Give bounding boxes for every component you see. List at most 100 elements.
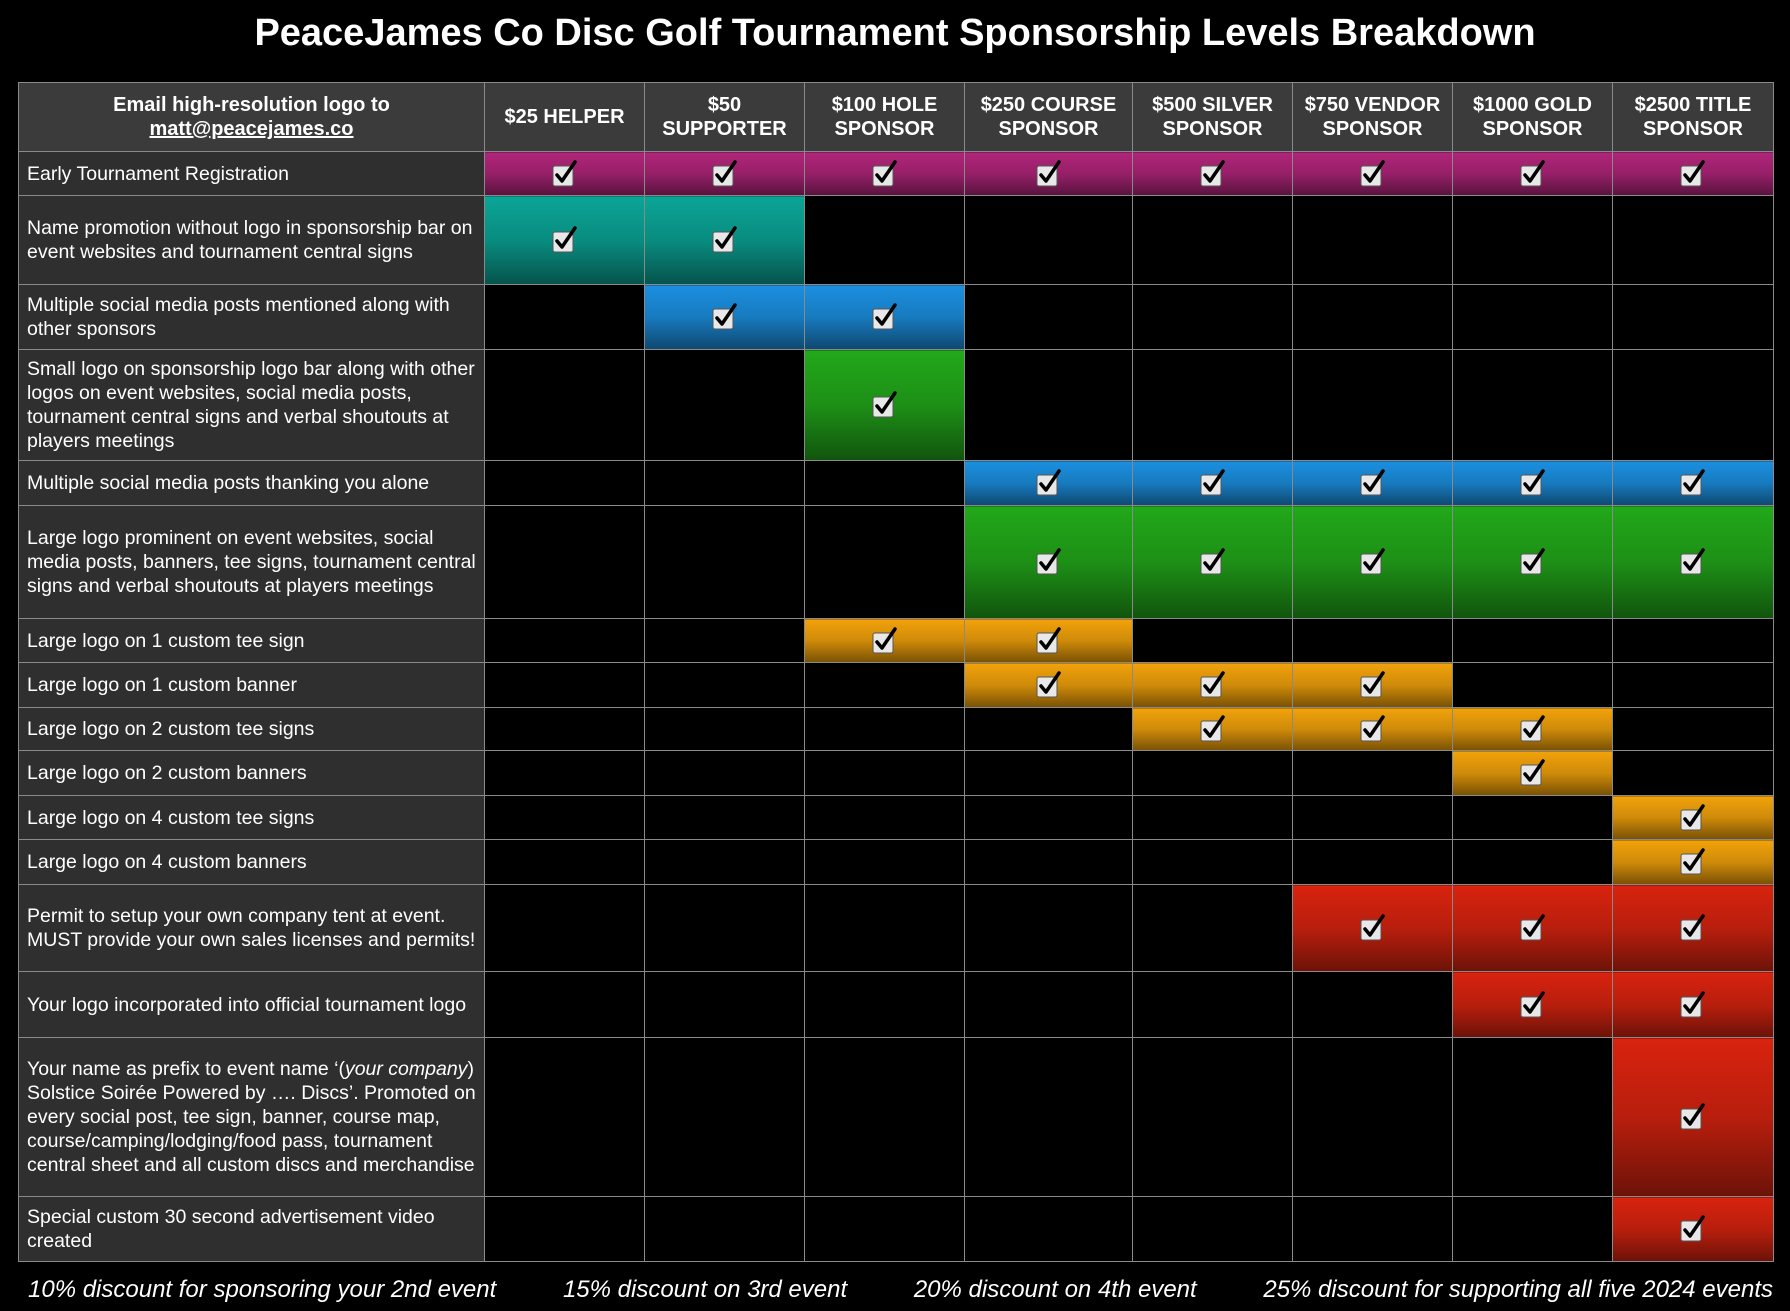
checkbox bbox=[1360, 715, 1385, 742]
discount-note: 25% discount for supporting all five 202… bbox=[1263, 1276, 1773, 1303]
check-mark bbox=[874, 303, 897, 326]
empty-cell bbox=[1612, 349, 1774, 461]
benefit-label: Large logo on 4 custom tee signs bbox=[18, 795, 485, 840]
header-row: Email high-resolution logo to matt@peacej… bbox=[18, 82, 1774, 152]
level-header: $250 COURSE SPONSOR bbox=[964, 82, 1133, 152]
empty-cell bbox=[644, 505, 805, 619]
check-mark bbox=[1683, 469, 1705, 492]
checkbox bbox=[552, 159, 577, 186]
checked-cell bbox=[1452, 750, 1613, 796]
empty-cell bbox=[964, 349, 1133, 461]
check-mark bbox=[1202, 159, 1225, 183]
check-mark bbox=[1038, 626, 1061, 650]
empty-cell bbox=[484, 284, 645, 350]
checkbox bbox=[1680, 848, 1705, 875]
empty-cell bbox=[644, 662, 805, 708]
check-mark bbox=[714, 303, 737, 326]
empty-cell bbox=[644, 1196, 805, 1262]
check-mark bbox=[1202, 715, 1225, 738]
level-header: $25 HELPER bbox=[484, 82, 645, 152]
checked-cell bbox=[1292, 884, 1453, 972]
benefit-label: Your logo incorporated into official tou… bbox=[18, 971, 485, 1038]
empty-cell bbox=[484, 618, 645, 663]
check-mark bbox=[1038, 469, 1061, 492]
checkbox bbox=[712, 159, 737, 186]
empty-cell bbox=[484, 750, 645, 796]
benefit-row: Large logo on 2 custom tee signs bbox=[18, 707, 1774, 751]
empty-cell bbox=[964, 795, 1133, 840]
empty-cell bbox=[804, 884, 965, 972]
benefit-label: Small logo on sponsorship logo bar along… bbox=[18, 349, 485, 461]
check-mark bbox=[1522, 715, 1545, 738]
discount-note: 15% discount on 3rd event bbox=[562, 1276, 848, 1303]
empty-cell bbox=[1292, 795, 1453, 840]
check-mark bbox=[1362, 914, 1385, 937]
check-mark bbox=[874, 159, 897, 183]
footer: 10% discount for sponsoring your 2nd eve… bbox=[28, 1276, 1773, 1304]
check-mark bbox=[874, 626, 897, 650]
empty-cell bbox=[644, 707, 805, 751]
check-mark bbox=[1683, 803, 1705, 827]
checked-cell bbox=[804, 151, 965, 196]
benefit-label: Large logo on 2 custom banners bbox=[18, 750, 485, 796]
checked-cell bbox=[804, 349, 965, 461]
empty-cell bbox=[644, 460, 805, 506]
benefit-row: Large logo prominent on event websites, … bbox=[18, 505, 1774, 619]
checked-cell bbox=[1132, 662, 1293, 708]
empty-cell bbox=[964, 195, 1133, 285]
check-mark bbox=[554, 226, 577, 249]
level-header: $1000 GOLD SPONSOR bbox=[1452, 82, 1613, 152]
check-mark bbox=[1362, 548, 1385, 571]
empty-cell bbox=[1292, 971, 1453, 1038]
discount-note: 10% discount for sponsoring your 2nd eve… bbox=[28, 1276, 497, 1303]
checkbox bbox=[1360, 548, 1385, 575]
checkbox bbox=[712, 226, 737, 253]
empty-cell bbox=[964, 884, 1133, 972]
checked-cell bbox=[1452, 151, 1613, 196]
benefit-label: Permit to setup your own company tent at… bbox=[18, 884, 485, 972]
checked-cell bbox=[484, 151, 645, 196]
checkbox bbox=[1036, 626, 1061, 653]
check-mark bbox=[714, 226, 737, 249]
checked-cell bbox=[644, 151, 805, 196]
empty-cell bbox=[1132, 971, 1293, 1038]
empty-cell bbox=[1452, 839, 1613, 885]
check-mark bbox=[1683, 990, 1705, 1014]
empty-cell bbox=[484, 460, 645, 506]
checkbox bbox=[1200, 469, 1225, 496]
checked-cell bbox=[1612, 505, 1774, 619]
checkbox bbox=[872, 626, 897, 653]
check-mark bbox=[1683, 914, 1705, 937]
check-mark bbox=[1038, 548, 1061, 571]
checkbox bbox=[1200, 548, 1225, 575]
benefit-row: Large logo on 4 custom tee signs bbox=[18, 795, 1774, 840]
check-mark bbox=[1683, 159, 1705, 183]
checkbox bbox=[1520, 914, 1545, 941]
empty-cell bbox=[1132, 884, 1293, 972]
checked-cell bbox=[1612, 795, 1774, 840]
empty-cell bbox=[644, 1037, 805, 1197]
empty-cell bbox=[484, 971, 645, 1038]
empty-cell bbox=[644, 884, 805, 972]
email-link[interactable]: matt@peacejames.co bbox=[149, 118, 354, 140]
empty-cell bbox=[1292, 195, 1453, 285]
empty-cell bbox=[804, 839, 965, 885]
checked-cell bbox=[1132, 151, 1293, 196]
benefit-row: Large logo on 2 custom banners bbox=[18, 750, 1774, 796]
checkbox bbox=[1680, 803, 1705, 830]
benefit-label: Large logo on 4 custom banners bbox=[18, 839, 485, 885]
checkbox bbox=[1036, 548, 1061, 575]
empty-cell bbox=[804, 505, 965, 619]
check-mark bbox=[1522, 914, 1545, 937]
empty-cell bbox=[1452, 662, 1613, 708]
checked-cell bbox=[644, 284, 805, 350]
checkbox bbox=[1680, 159, 1705, 186]
label-part: ) Solstice Soirée Powered by …. Discs’. … bbox=[27, 1058, 476, 1176]
checked-cell bbox=[964, 460, 1133, 506]
checked-cell bbox=[1132, 707, 1293, 751]
checkbox bbox=[1036, 469, 1061, 496]
checked-cell bbox=[964, 151, 1133, 196]
empty-cell bbox=[1132, 1037, 1293, 1197]
check-mark bbox=[1522, 159, 1545, 183]
